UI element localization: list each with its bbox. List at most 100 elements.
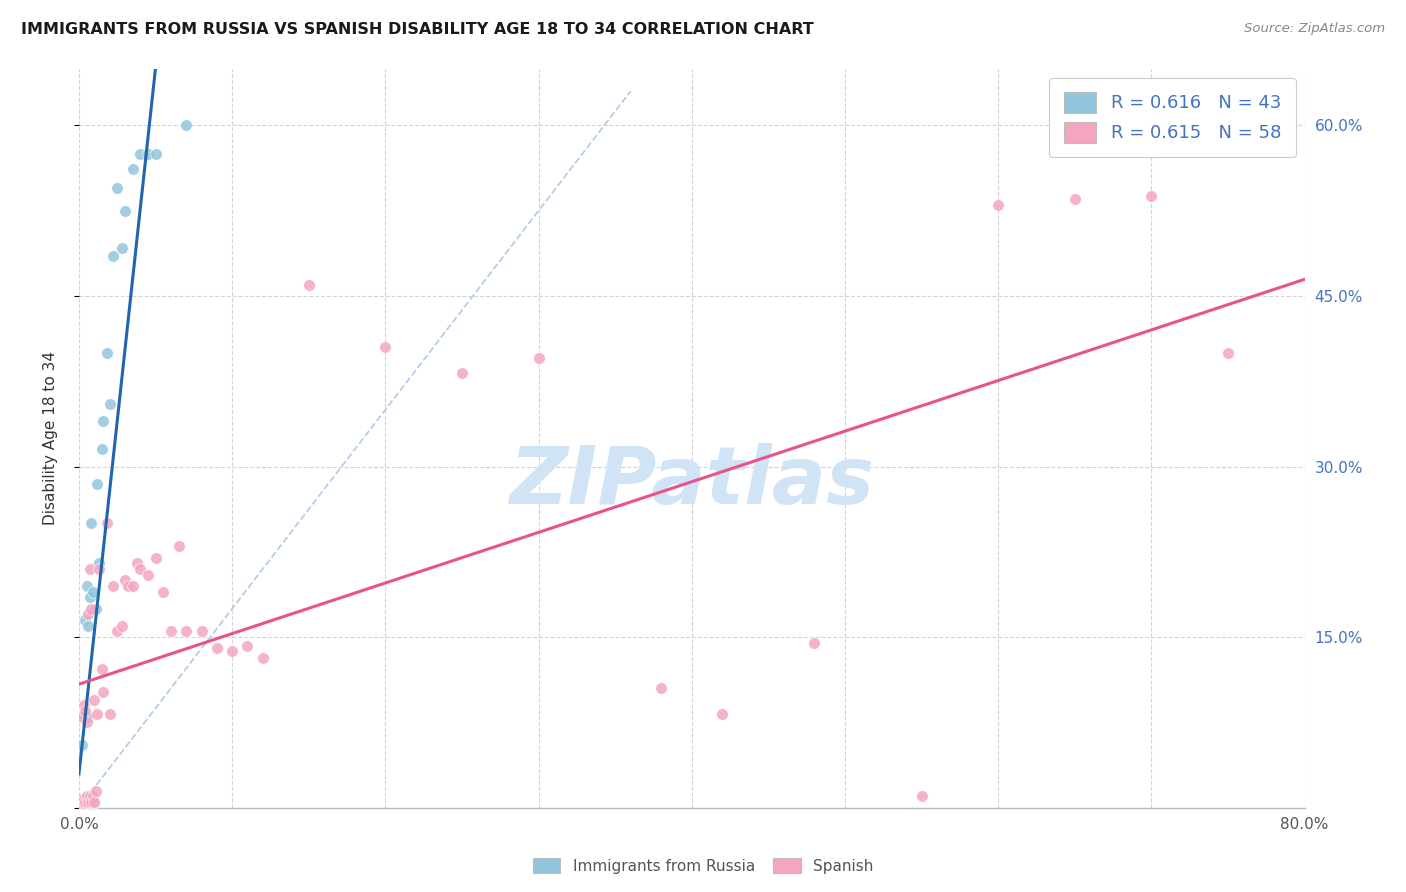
Point: [910, 789, 932, 804]
Point: [451, 366, 474, 380]
Point: [72, 791, 94, 805]
Point: [76, 794, 98, 808]
Point: [96, 346, 118, 360]
Point: [105, 181, 128, 195]
Point: [114, 203, 136, 218]
Point: [77, 797, 100, 812]
Point: [77, 618, 100, 632]
Point: [127, 556, 149, 570]
Point: [87, 562, 110, 576]
Point: [72, 797, 94, 812]
Point: [75, 704, 97, 718]
Point: [77, 607, 100, 622]
Point: [136, 567, 159, 582]
Point: [145, 550, 167, 565]
Point: [72, 698, 94, 713]
Point: [114, 573, 136, 587]
Point: [152, 584, 174, 599]
Point: [129, 562, 152, 576]
Point: [69, 797, 91, 812]
Point: [72, 796, 94, 810]
Point: [80, 601, 103, 615]
Point: [72, 796, 94, 810]
Point: [83, 796, 105, 810]
Point: [79, 562, 101, 576]
Point: [105, 624, 128, 639]
Point: [167, 539, 190, 553]
Point: [111, 618, 134, 632]
Point: [117, 579, 139, 593]
Point: [79, 591, 101, 605]
Point: [374, 340, 396, 354]
Point: [98, 707, 121, 722]
Point: [77, 794, 100, 808]
Point: [121, 161, 143, 176]
Point: [190, 624, 212, 639]
Text: IMMIGRANTS FROM RUSSIA VS SPANISH DISABILITY AGE 18 TO 34 CORRELATION CHART: IMMIGRANTS FROM RUSSIA VS SPANISH DISABI…: [21, 22, 814, 37]
Point: [77, 709, 100, 723]
Point: [101, 579, 124, 593]
Point: [91, 662, 114, 676]
Text: Source: ZipAtlas.com: Source: ZipAtlas.com: [1244, 22, 1385, 36]
Point: [987, 198, 1010, 212]
Point: [80, 797, 103, 812]
Point: [111, 241, 134, 255]
Point: [72, 709, 94, 723]
Point: [803, 636, 825, 650]
Point: [96, 516, 118, 531]
Point: [221, 644, 243, 658]
Point: [77, 795, 100, 809]
Point: [69, 796, 91, 810]
Point: [86, 707, 108, 722]
Point: [75, 791, 97, 805]
Point: [80, 795, 103, 809]
Point: [650, 681, 672, 696]
Point: [86, 476, 108, 491]
Text: ZIPatlas: ZIPatlas: [509, 443, 875, 522]
Point: [82, 796, 104, 810]
Point: [83, 692, 105, 706]
Point: [1216, 346, 1239, 360]
Point: [93, 684, 115, 698]
Point: [70, 796, 93, 810]
Point: [76, 797, 98, 812]
Point: [82, 584, 104, 599]
Point: [83, 795, 105, 809]
Point: [205, 641, 228, 656]
Point: [72, 794, 94, 808]
Point: [121, 579, 143, 593]
Point: [174, 624, 197, 639]
Point: [236, 639, 259, 653]
Point: [75, 796, 97, 810]
Point: [101, 249, 124, 263]
Point: [75, 613, 97, 627]
Point: [70, 794, 93, 808]
Point: [91, 442, 114, 457]
Point: [75, 795, 97, 809]
Point: [76, 579, 98, 593]
Point: [93, 414, 115, 428]
Point: [252, 650, 274, 665]
Point: [1140, 189, 1163, 203]
Point: [76, 789, 98, 804]
Point: [527, 351, 550, 366]
Point: [160, 624, 183, 639]
Point: [145, 146, 167, 161]
Point: [711, 707, 734, 722]
Point: [84, 783, 107, 797]
Point: [79, 796, 101, 810]
Point: [76, 709, 98, 723]
Point: [129, 146, 152, 161]
Point: [69, 794, 91, 808]
Point: [76, 715, 98, 730]
Point: [79, 789, 101, 804]
Point: [298, 277, 321, 292]
Point: [136, 146, 159, 161]
Point: [87, 556, 110, 570]
Point: [98, 397, 121, 411]
Point: [70, 709, 93, 723]
Point: [82, 789, 104, 804]
Point: [80, 516, 103, 531]
Point: [84, 601, 107, 615]
Legend: Immigrants from Russia, Spanish: Immigrants from Russia, Spanish: [527, 852, 879, 880]
